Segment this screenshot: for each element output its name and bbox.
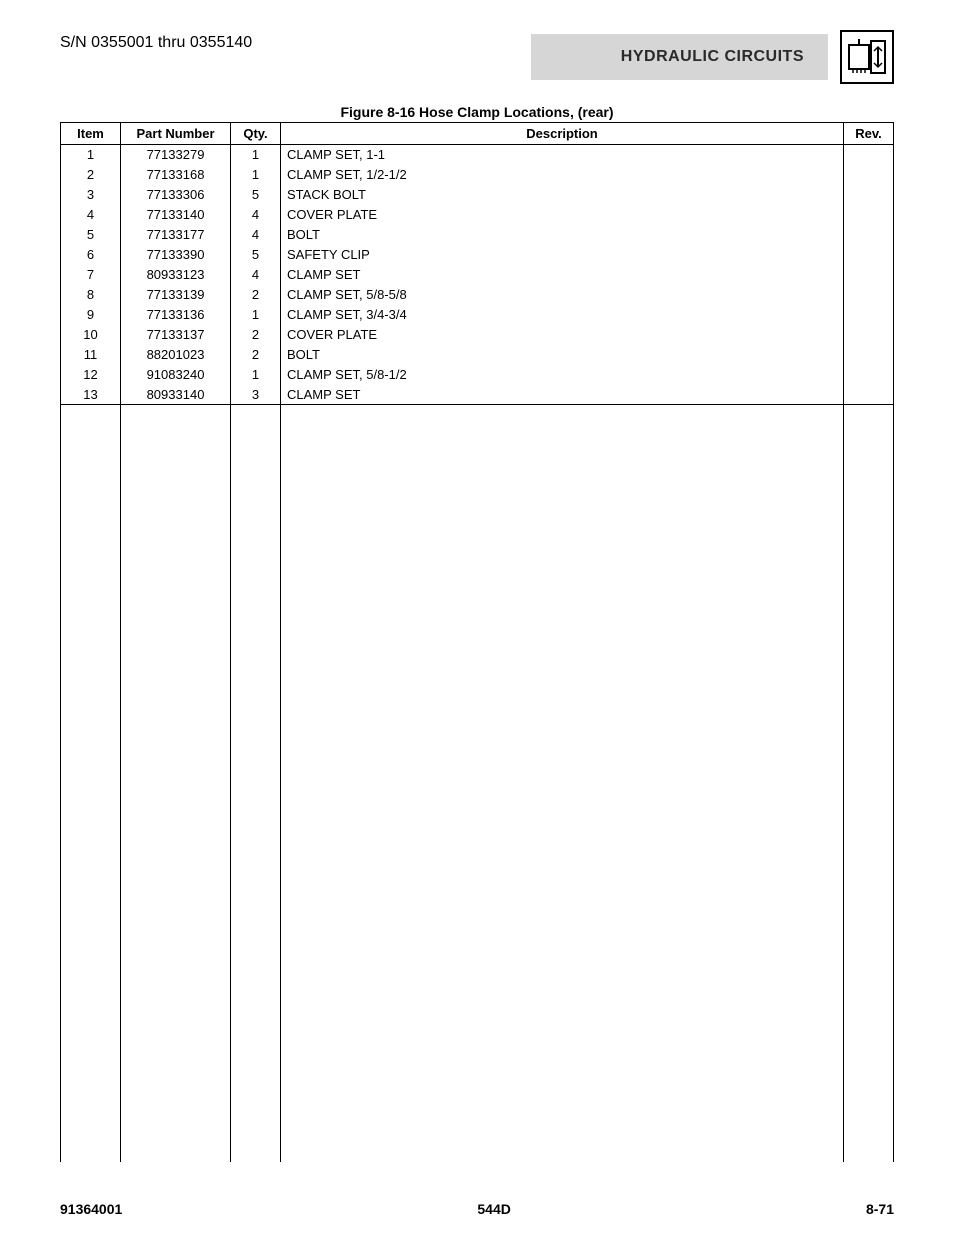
cell-rev: [844, 245, 894, 265]
cell-description: CLAMP SET, 1-1: [281, 145, 844, 165]
cell-rev: [844, 325, 894, 345]
cell-description: COVER PLATE: [281, 205, 844, 225]
cell-item: 6: [61, 245, 121, 265]
parts-table: Item Part Number Qty. Description Rev. 1…: [60, 122, 894, 1162]
table-row: 3771333065STACK BOLT: [61, 185, 894, 205]
cell-rev: [844, 305, 894, 325]
cell-rev: [844, 285, 894, 305]
hydraulic-icon: [840, 30, 894, 84]
cell-qty: 1: [231, 305, 281, 325]
cell-part-number: 77133390: [121, 245, 231, 265]
cell-item: 3: [61, 185, 121, 205]
cell-part-number: 77133136: [121, 305, 231, 325]
section-title: HYDRAULIC CIRCUITS: [531, 34, 828, 80]
cell-part-number: 77133168: [121, 165, 231, 185]
cell-part-number: 77133140: [121, 205, 231, 225]
cell-item: 1: [61, 145, 121, 165]
cell-description: BOLT: [281, 345, 844, 365]
cell-description: CLAMP SET, 5/8-1/2: [281, 365, 844, 385]
cell-part-number: 88201023: [121, 345, 231, 365]
table-row: 7809331234CLAMP SET: [61, 265, 894, 285]
col-header-part-number: Part Number: [121, 123, 231, 145]
table-header-row: Item Part Number Qty. Description Rev.: [61, 123, 894, 145]
footer-right: 8-71: [866, 1201, 894, 1217]
cell-description: COVER PLATE: [281, 325, 844, 345]
cell-qty: 1: [231, 365, 281, 385]
table-row: 8771331392CLAMP SET, 5/8-5/8: [61, 285, 894, 305]
col-header-description: Description: [281, 123, 844, 145]
cell-qty: 4: [231, 205, 281, 225]
cell-qty: 2: [231, 285, 281, 305]
page-footer: 91364001 544D 8-71: [60, 1201, 894, 1217]
table-row: 2771331681CLAMP SET, 1/2-1/2: [61, 165, 894, 185]
cell-qty: 5: [231, 185, 281, 205]
cell-rev: [844, 145, 894, 165]
cell-part-number: 77133279: [121, 145, 231, 165]
col-header-rev: Rev.: [844, 123, 894, 145]
cell-qty: 1: [231, 165, 281, 185]
cell-rev: [844, 185, 894, 205]
section-title-block: HYDRAULIC CIRCUITS: [531, 30, 894, 84]
cell-description: CLAMP SET, 1/2-1/2: [281, 165, 844, 185]
table-row: 5771331774BOLT: [61, 225, 894, 245]
table-row: 11882010232BOLT: [61, 345, 894, 365]
table-row: 4771331404COVER PLATE: [61, 205, 894, 225]
cell-item: 7: [61, 265, 121, 285]
table-row: 10771331372COVER PLATE: [61, 325, 894, 345]
cell-rev: [844, 265, 894, 285]
table-row: 9771331361CLAMP SET, 3/4-3/4: [61, 305, 894, 325]
cell-part-number: 77133177: [121, 225, 231, 245]
cell-item: 10: [61, 325, 121, 345]
cell-item: 12: [61, 365, 121, 385]
cell-item: 4: [61, 205, 121, 225]
cell-qty: 4: [231, 265, 281, 285]
cell-rev: [844, 365, 894, 385]
cell-part-number: 80933140: [121, 385, 231, 405]
cell-description: CLAMP SET, 5/8-5/8: [281, 285, 844, 305]
cell-description: CLAMP SET: [281, 385, 844, 405]
cell-item: 13: [61, 385, 121, 405]
cell-part-number: 91083240: [121, 365, 231, 385]
cell-item: 8: [61, 285, 121, 305]
col-header-qty: Qty.: [231, 123, 281, 145]
page-header: S/N 0355001 thru 0355140 HYDRAULIC CIRCU…: [60, 30, 894, 84]
table-body: 1771332791CLAMP SET, 1-12771331681CLAMP …: [61, 145, 894, 405]
cell-rev: [844, 165, 894, 185]
cell-rev: [844, 345, 894, 365]
cell-description: BOLT: [281, 225, 844, 245]
cell-qty: 4: [231, 225, 281, 245]
table-row: 12910832401CLAMP SET, 5/8-1/2: [61, 365, 894, 385]
col-header-item: Item: [61, 123, 121, 145]
cell-rev: [844, 225, 894, 245]
cell-qty: 3: [231, 385, 281, 405]
cell-description: SAFETY CLIP: [281, 245, 844, 265]
parts-table-wrapper: Item Part Number Qty. Description Rev. 1…: [60, 122, 894, 1162]
cell-description: STACK BOLT: [281, 185, 844, 205]
cell-rev: [844, 385, 894, 405]
cell-qty: 5: [231, 245, 281, 265]
figure-title: Figure 8-16 Hose Clamp Locations, (rear): [60, 104, 894, 120]
cell-rev: [844, 205, 894, 225]
cell-qty: 2: [231, 345, 281, 365]
hydraulic-schematic-icon: [847, 37, 887, 77]
cell-part-number: 77133139: [121, 285, 231, 305]
cell-item: 2: [61, 165, 121, 185]
cell-part-number: 80933123: [121, 265, 231, 285]
table-row: 13809331403CLAMP SET: [61, 385, 894, 405]
cell-item: 9: [61, 305, 121, 325]
footer-left: 91364001: [60, 1201, 122, 1217]
cell-item: 11: [61, 345, 121, 365]
cell-part-number: 77133137: [121, 325, 231, 345]
cell-qty: 2: [231, 325, 281, 345]
table-filler: [61, 405, 894, 1163]
cell-qty: 1: [231, 145, 281, 165]
cell-item: 5: [61, 225, 121, 245]
cell-description: CLAMP SET: [281, 265, 844, 285]
cell-description: CLAMP SET, 3/4-3/4: [281, 305, 844, 325]
cell-part-number: 77133306: [121, 185, 231, 205]
table-row: 6771333905SAFETY CLIP: [61, 245, 894, 265]
serial-number-range: S/N 0355001 thru 0355140: [60, 30, 252, 52]
footer-center: 544D: [477, 1201, 510, 1217]
table-row: 1771332791CLAMP SET, 1-1: [61, 145, 894, 165]
